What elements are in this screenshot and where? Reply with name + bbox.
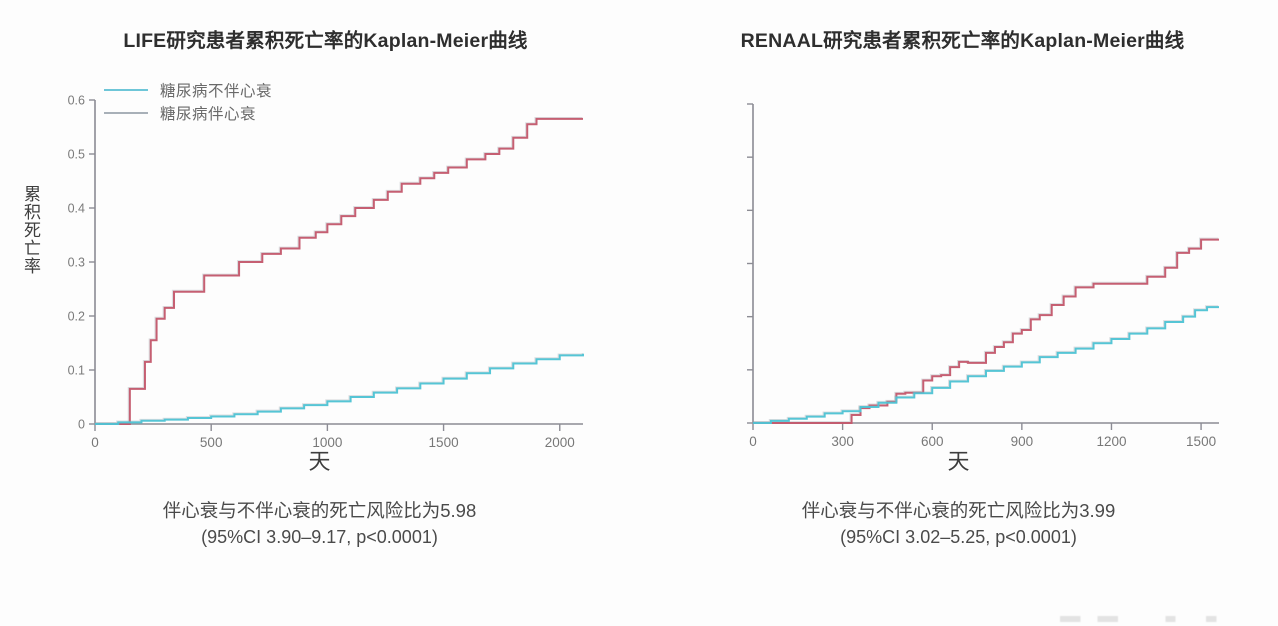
plot-area-life: 0 0.1 0.2 0.3 0.4 0.5 0.6 0 500 1000 1500 2000 bbox=[0, 0, 639, 470]
svg-text:0.3: 0.3 bbox=[68, 256, 85, 270]
svg-text:600: 600 bbox=[921, 434, 944, 449]
plot-area-renaal: 0 300 600 900 1200 1500 bbox=[639, 0, 1278, 470]
caption-line2-renaal: (95%CI 3.02–5.25, p<0.0001) bbox=[840, 527, 1077, 547]
svg-text:2000: 2000 bbox=[545, 435, 575, 450]
x-axis-label-life: 天 bbox=[308, 449, 331, 474]
km-chart-life: 0 0.1 0.2 0.3 0.4 0.5 0.6 0 500 1000 1500 2000 bbox=[68, 94, 584, 450]
footer-watermark bbox=[1060, 616, 1230, 622]
caption-line1-renaal: 伴心衰与不伴心衰的死亡风险比为3.99 bbox=[801, 500, 1116, 521]
svg-text:500: 500 bbox=[200, 435, 223, 450]
legend-label-with-hf: 糖尿病伴心衰 bbox=[160, 105, 257, 123]
page-title-renaal: RENAAL研究患者累积死亡率的Kaplan-Meier曲线 bbox=[740, 30, 1185, 52]
svg-text:900: 900 bbox=[1011, 434, 1034, 449]
svg-text:1000: 1000 bbox=[312, 435, 342, 450]
svg-text:0.6: 0.6 bbox=[68, 94, 85, 108]
svg-text:1500: 1500 bbox=[429, 435, 459, 450]
x-axis-label-renaal: 天 bbox=[947, 449, 970, 474]
svg-text:0: 0 bbox=[749, 434, 757, 449]
svg-text:300: 300 bbox=[831, 434, 854, 449]
legend-item-with-hf: 糖尿病伴心衰 bbox=[104, 101, 272, 124]
y-axis-label-life: 累积死亡率 bbox=[21, 185, 40, 275]
svg-text:0: 0 bbox=[78, 418, 85, 432]
svg-text:0.1: 0.1 bbox=[68, 364, 85, 378]
legend-swatch-with-hf bbox=[104, 111, 148, 114]
svg-text:1500: 1500 bbox=[1186, 434, 1216, 449]
panel-life: LIFE研究患者累积死亡率的Kaplan-Meier曲线 累积死亡率 0 0.1 0… bbox=[0, 0, 639, 550]
svg-text:1200: 1200 bbox=[1096, 434, 1126, 449]
caption-renaal: 伴心衰与不伴心衰的死亡风险比为3.99 (95%CI 3.02–5.25, p<… bbox=[639, 498, 1278, 550]
svg-text:0.5: 0.5 bbox=[68, 148, 85, 162]
svg-text:0.2: 0.2 bbox=[68, 310, 85, 324]
panel-renaal: RENAAL研究患者累积死亡率的Kaplan-Meier曲线 0 300 600 90… bbox=[639, 0, 1278, 626]
caption-life: 伴心衰与不伴心衰的死亡风险比为5.98 (95%CI 3.90–9.17, p<… bbox=[0, 498, 639, 550]
caption-line2-life: (95%CI 3.90–9.17, p<0.0001) bbox=[201, 527, 438, 547]
legend-swatch-without-hf bbox=[104, 88, 148, 91]
svg-text:0.4: 0.4 bbox=[68, 202, 85, 216]
legend-label-without-hf: 糖尿病不伴心衰 bbox=[160, 82, 273, 100]
km-chart-renaal: 0 300 600 900 1200 1500 bbox=[747, 103, 1219, 449]
svg-text:0: 0 bbox=[91, 435, 99, 450]
legend-item-without-hf: 糖尿病不伴心衰 bbox=[104, 78, 272, 101]
caption-line1-life: 伴心衰与不伴心衰的死亡风险比为5.98 bbox=[162, 500, 477, 521]
legend-life: 糖尿病不伴心衰 糖尿病伴心衰 bbox=[104, 78, 272, 124]
page-title-life: LIFE研究患者累积死亡率的Kaplan-Meier曲线 bbox=[123, 30, 528, 52]
